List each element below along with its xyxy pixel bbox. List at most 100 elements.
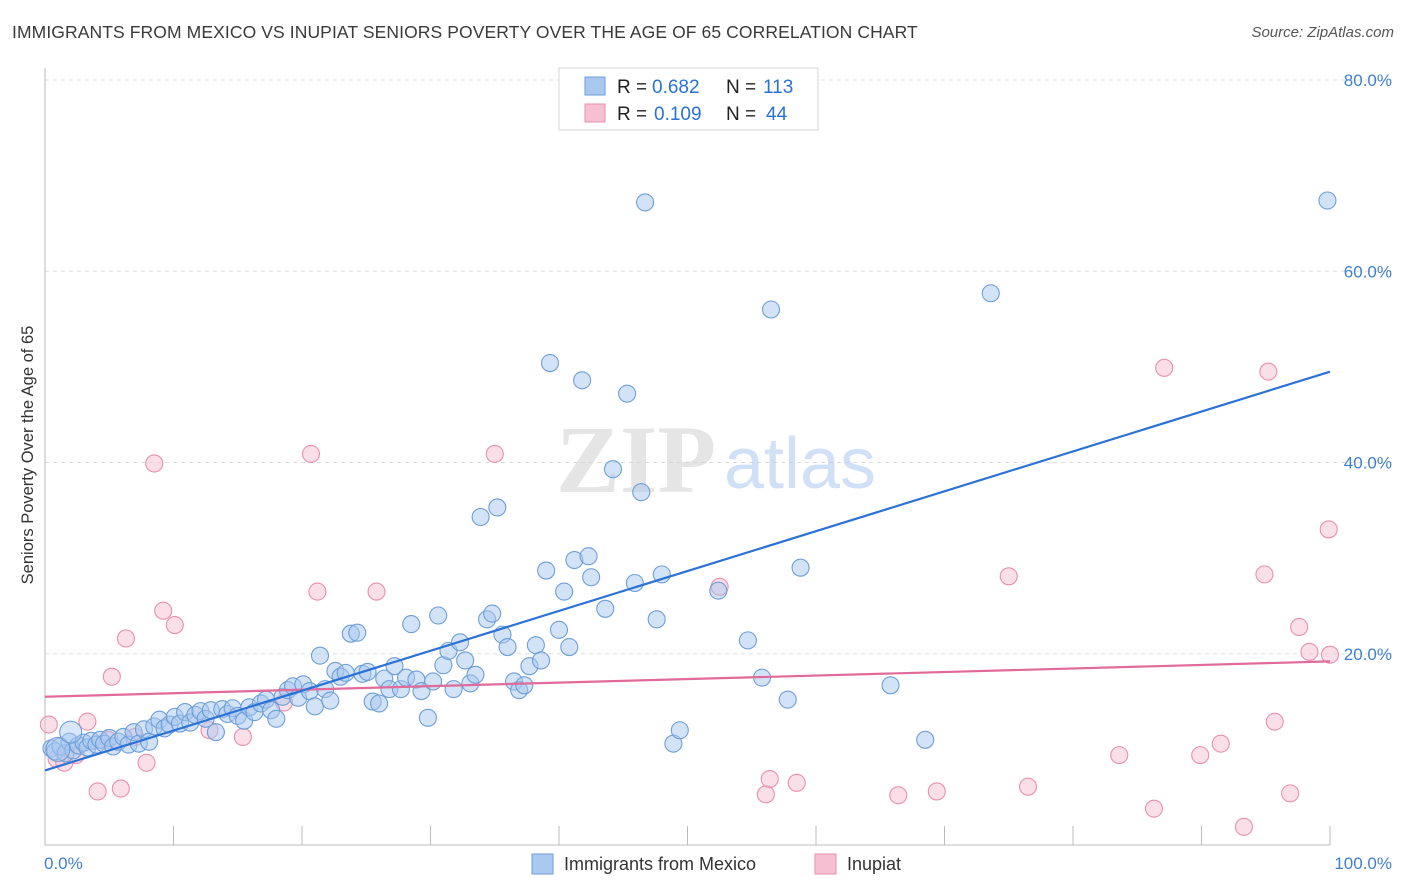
legend-n-value-mexico: 113 <box>763 77 793 98</box>
x-tick-label-max: 100.0% <box>1334 854 1392 873</box>
mexico-point-52 <box>305 697 324 716</box>
inupiat-point-37 <box>1259 362 1278 381</box>
mexico-point-104 <box>596 599 615 618</box>
legend-swatch-inupiat <box>584 103 606 123</box>
watermark-atlas: atlas <box>724 424 876 504</box>
series-inupiat-points <box>39 358 1340 836</box>
watermark: ZIP atlas <box>556 406 876 513</box>
inupiat-point-5 <box>88 782 107 801</box>
mexico-point-122 <box>981 284 1000 303</box>
series-mexico-points <box>42 191 1337 763</box>
inupiat-point-39 <box>1281 784 1300 803</box>
mexico-point-118 <box>778 690 797 709</box>
legend-top: R = 0.682 N = 113 R = 0.109 N = 44 <box>558 67 819 131</box>
inupiat-point-25 <box>787 773 806 792</box>
mexico-point-67 <box>385 657 404 676</box>
legend-bottom-swatch-mexico <box>531 853 554 875</box>
legend-r-value-mexico: 0.682 <box>652 77 700 98</box>
x-ticks <box>173 826 1331 845</box>
mexico-point-102 <box>579 547 598 566</box>
inupiat-point-0 <box>39 715 58 734</box>
y-tick-label-80: 80.0% <box>1344 71 1392 90</box>
inupiat-point-35 <box>1234 817 1253 836</box>
mexico-point-95 <box>537 561 556 580</box>
inupiat-point-24 <box>760 769 779 789</box>
inupiat-point-13 <box>154 601 173 620</box>
source-label: Source: ZipAtlas.com <box>1251 24 1394 41</box>
mexico-point-75 <box>429 606 448 625</box>
svg-text:R = 0.109 N =: R = 0.109 N = 44 <box>617 104 788 125</box>
legend-bottom-swatch-inupiat <box>814 853 837 875</box>
mexico-point-45 <box>267 709 286 728</box>
inupiat-point-32 <box>1155 358 1174 377</box>
svg-text:R = 0.682 N =: R = 0.682 N = 113 <box>617 77 793 98</box>
mexico-point-78 <box>444 680 463 699</box>
legend-n-label-inupiat: N = <box>726 104 761 125</box>
mexico-point-114 <box>709 581 728 600</box>
legend-bottom-label-mexico: Immigrants from Mexico <box>564 854 756 874</box>
mexico-point-83 <box>471 507 490 527</box>
gridlines <box>45 79 1392 655</box>
mexico-point-91 <box>515 676 534 695</box>
mexico-point-80 <box>456 651 475 670</box>
mexico-cluster-marker-0 <box>45 736 71 762</box>
inupiat-point-18 <box>301 444 321 463</box>
legend-r-label-inupiat: R = <box>617 104 652 125</box>
mexico-point-82 <box>466 665 485 684</box>
x-tick-label-min: 0.0% <box>44 854 83 873</box>
mexico-point-105 <box>603 460 623 479</box>
legend-r-label-mexico: R = <box>617 77 652 98</box>
mexico-point-70 <box>402 615 421 634</box>
inupiat-point-14 <box>165 616 184 635</box>
mexico-point-74 <box>424 672 443 691</box>
inupiat-point-34 <box>1211 734 1230 753</box>
mexico-point-55 <box>321 691 340 710</box>
y-axis-label: Seniors Poverty Over the Age of 65 <box>19 326 37 585</box>
y-tick-label-40: 40.0% <box>1344 454 1392 473</box>
mexico-point-53 <box>310 646 330 665</box>
inupiat-point-29 <box>1018 777 1038 796</box>
mexico-point-101 <box>573 371 592 390</box>
y-tick-label-20: 20.0% <box>1344 645 1392 664</box>
trend-line-mexico <box>44 370 1331 772</box>
inupiat-point-20 <box>367 582 386 601</box>
inupiat-point-43 <box>1320 645 1340 664</box>
inupiat-point-9 <box>116 629 136 648</box>
mexico-point-119 <box>791 558 810 577</box>
mexico-point-123 <box>1318 191 1337 210</box>
legend-n-label-mexico: N = <box>726 77 761 98</box>
mexico-point-115 <box>738 631 757 650</box>
mexico-point-98 <box>555 582 574 601</box>
mexico-point-97 <box>549 620 569 639</box>
inupiat-point-26 <box>889 786 908 805</box>
inupiat-point-16 <box>233 727 252 746</box>
inupiat-point-38 <box>1265 712 1284 731</box>
mexico-point-96 <box>540 353 560 373</box>
mexico-point-113 <box>670 721 689 740</box>
inupiat-point-41 <box>1300 642 1319 661</box>
mexico-point-94 <box>531 651 551 670</box>
inupiat-point-33 <box>1191 746 1210 765</box>
legend-swatch-mexico <box>584 76 606 96</box>
inupiat-point-42 <box>1319 520 1338 539</box>
inupiat-point-12 <box>145 454 164 473</box>
inupiat-point-4 <box>78 712 97 731</box>
trend-lines <box>44 370 1331 772</box>
inupiat-point-36 <box>1255 565 1274 584</box>
legend-r-value-inupiat: 0.109 <box>654 104 702 125</box>
inupiat-point-30 <box>1110 746 1129 765</box>
inupiat-point-19 <box>308 582 327 601</box>
mexico-point-85 <box>483 604 502 623</box>
y-tick-label-60: 60.0% <box>1344 262 1392 281</box>
inupiat-point-11 <box>137 753 156 772</box>
inupiat-point-40 <box>1290 617 1309 637</box>
mexico-point-73 <box>418 708 437 727</box>
mexico-cluster-marker-1 <box>59 720 83 744</box>
mexico-point-34 <box>206 723 225 742</box>
legend-bottom-label-inupiat: Inupiat <box>847 854 901 874</box>
mexico-point-99 <box>560 638 579 657</box>
mexico-point-64 <box>370 694 389 713</box>
inupiat-point-28 <box>999 567 1018 586</box>
mexico-point-117 <box>761 300 781 319</box>
